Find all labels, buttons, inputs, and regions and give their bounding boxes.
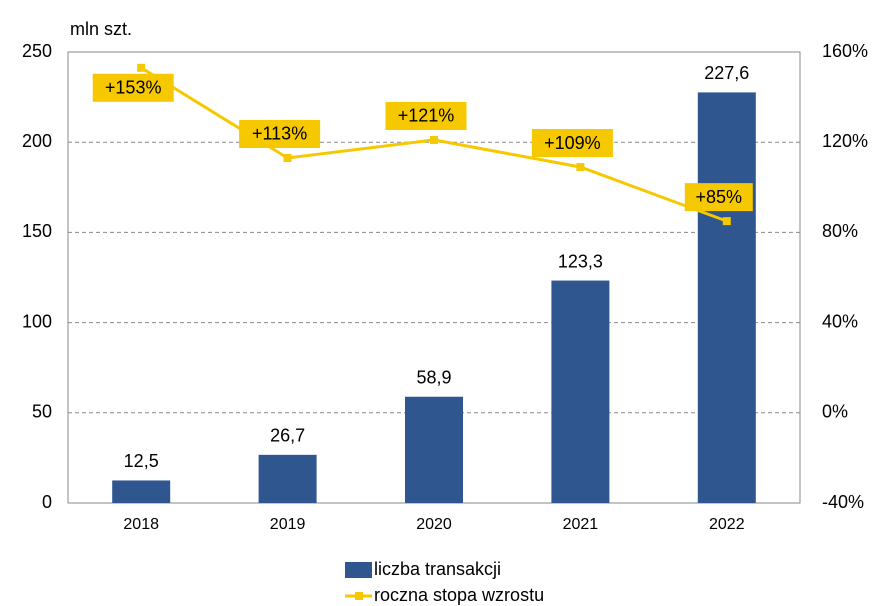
data-label: +153% [105,78,162,98]
bar [405,396,463,503]
bar [112,480,171,503]
y-tick-label: 100 [22,311,52,331]
legend-label: liczba transakcji [374,559,501,579]
y-tick-label: 150 [22,221,52,241]
data-label-box [684,183,753,212]
y2-tick-label: 160% [822,41,868,61]
bar [697,92,756,503]
y-tick-label: 50 [32,402,52,422]
data-label-box [531,129,613,158]
legend-label: roczna stopa wzrostu [374,585,544,605]
y2-tick-label: 80% [822,221,858,241]
y-tick-label: 200 [22,131,52,151]
line-marker [137,63,146,72]
data-label-box [92,73,174,102]
data-label: +85% [696,187,743,207]
line [140,66,728,223]
line-marker [283,153,292,162]
x-tick-label: 2019 [270,516,306,533]
x-tick-label: 2020 [416,516,452,533]
data-label: 26,7 [270,426,305,446]
data-label: 12,5 [124,451,159,471]
y2-tick-label: 40% [822,311,858,331]
line-marker [576,163,585,172]
data-label: +113% [252,124,307,144]
data-label: 58,9 [416,367,451,387]
data-label: 227,6 [704,63,749,83]
y-tick-label: 0 [42,492,52,512]
legend-swatch [345,562,372,578]
y2-tick-label: 120% [822,131,868,151]
line-marker [722,217,731,226]
line-marker [430,135,438,144]
data-label: +109% [544,133,601,153]
y2-tick-label: -40% [822,492,864,512]
x-tick-label: 2018 [123,516,159,533]
y-tick-label: 250 [22,41,52,61]
x-tick-label: 2021 [563,516,599,533]
bar [551,280,610,503]
y2-tick-label: 0% [822,402,848,422]
data-label: 123,3 [558,251,603,271]
data-label-box [385,101,467,130]
y-axis-label: mln szt. [70,19,132,39]
data-label-box [239,119,321,148]
bar [258,454,317,503]
x-tick-label: 2022 [709,516,745,533]
data-label: +121% [398,106,455,126]
legend-swatch [355,592,363,600]
